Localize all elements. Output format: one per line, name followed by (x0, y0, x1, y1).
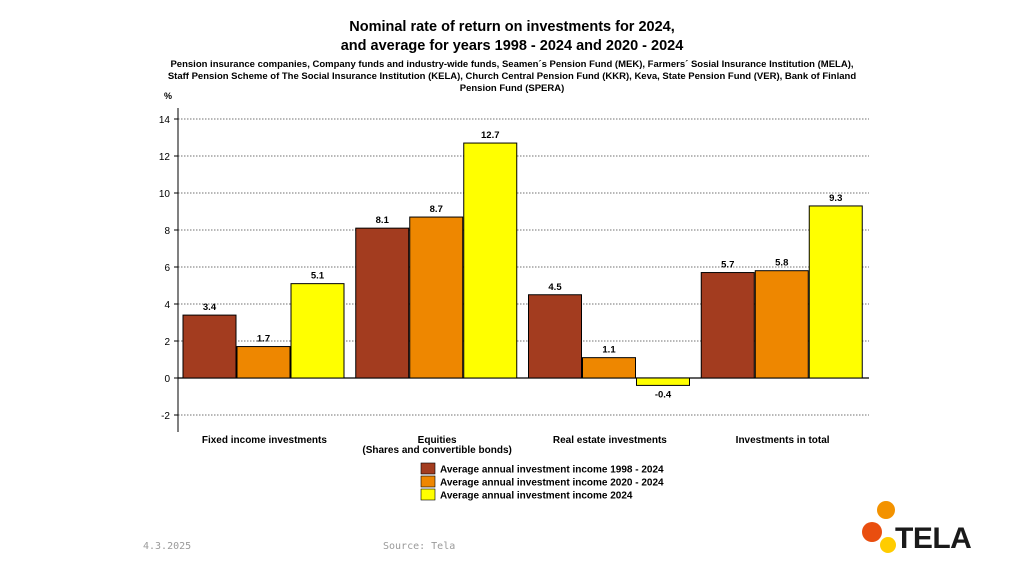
data-label: 5.1 (311, 271, 325, 282)
x-category-label: Investments in total (736, 435, 830, 446)
bar (409, 216, 464, 379)
bar (754, 270, 809, 379)
legend-swatch (420, 475, 436, 488)
data-label: 1.1 (602, 345, 616, 356)
legend-swatch (420, 462, 436, 475)
bar (355, 227, 410, 379)
bar (528, 294, 582, 379)
bar (182, 314, 237, 379)
y-tick-label: 2 (164, 337, 170, 348)
data-label: 4.5 (548, 282, 562, 293)
chart-title-line-2: and average for years 1998 - 2024 and 20… (340, 38, 684, 54)
y-tick-label: 0 (164, 374, 170, 385)
bar (236, 346, 291, 379)
y-tick-label: 10 (159, 189, 171, 200)
data-label: 8.1 (376, 215, 390, 226)
footer-source: Source: Tela (383, 541, 456, 552)
bar (290, 283, 345, 379)
legend-label: Average annual investment income 2020 - … (440, 478, 664, 489)
chart-title-line-1: Nominal rate of return on investments fo… (349, 19, 675, 35)
bar (808, 205, 863, 379)
y-tick-label: -2 (161, 411, 170, 422)
y-tick-label: 6 (164, 263, 170, 274)
data-label: 3.4 (203, 302, 217, 313)
legend-label: Average annual investment income 2024 (440, 491, 633, 502)
y-tick-label: 4 (164, 300, 170, 311)
tela-logo-text: TELA (895, 522, 972, 555)
legend-swatch (420, 488, 436, 501)
data-label: 1.7 (257, 334, 270, 345)
x-category-label: Real estate investments (553, 435, 667, 446)
bar (582, 357, 636, 379)
tela-logo: TELA (860, 498, 980, 560)
data-label: 5.7 (721, 260, 734, 271)
data-label: 12.7 (481, 130, 500, 141)
x-category-sublabel: (Shares and convertible bonds) (362, 445, 511, 456)
data-label: 9.3 (829, 193, 842, 204)
x-category-label: Fixed income investments (202, 435, 327, 446)
x-category-label: Equities (418, 435, 457, 446)
data-label: 8.7 (430, 204, 443, 215)
y-axis-unit-label: % (164, 91, 172, 101)
bar (463, 142, 518, 379)
bar (700, 272, 755, 379)
y-tick-label: 8 (164, 226, 170, 237)
data-label: -0.4 (655, 389, 672, 400)
legend-label: Average annual investment income 1998 - … (440, 465, 664, 476)
chart-subtitle: Pension insurance companies, Company fun… (167, 59, 857, 94)
footer-date: 4.3.2025 (143, 541, 192, 552)
y-tick-label: 14 (159, 115, 171, 126)
tela-logo-mark (862, 501, 896, 553)
bar (636, 377, 690, 386)
chart-title-block: Nominal rate of return on investments fo… (0, 18, 1024, 95)
data-label: 5.8 (775, 258, 788, 269)
y-tick-label: 12 (159, 152, 171, 163)
